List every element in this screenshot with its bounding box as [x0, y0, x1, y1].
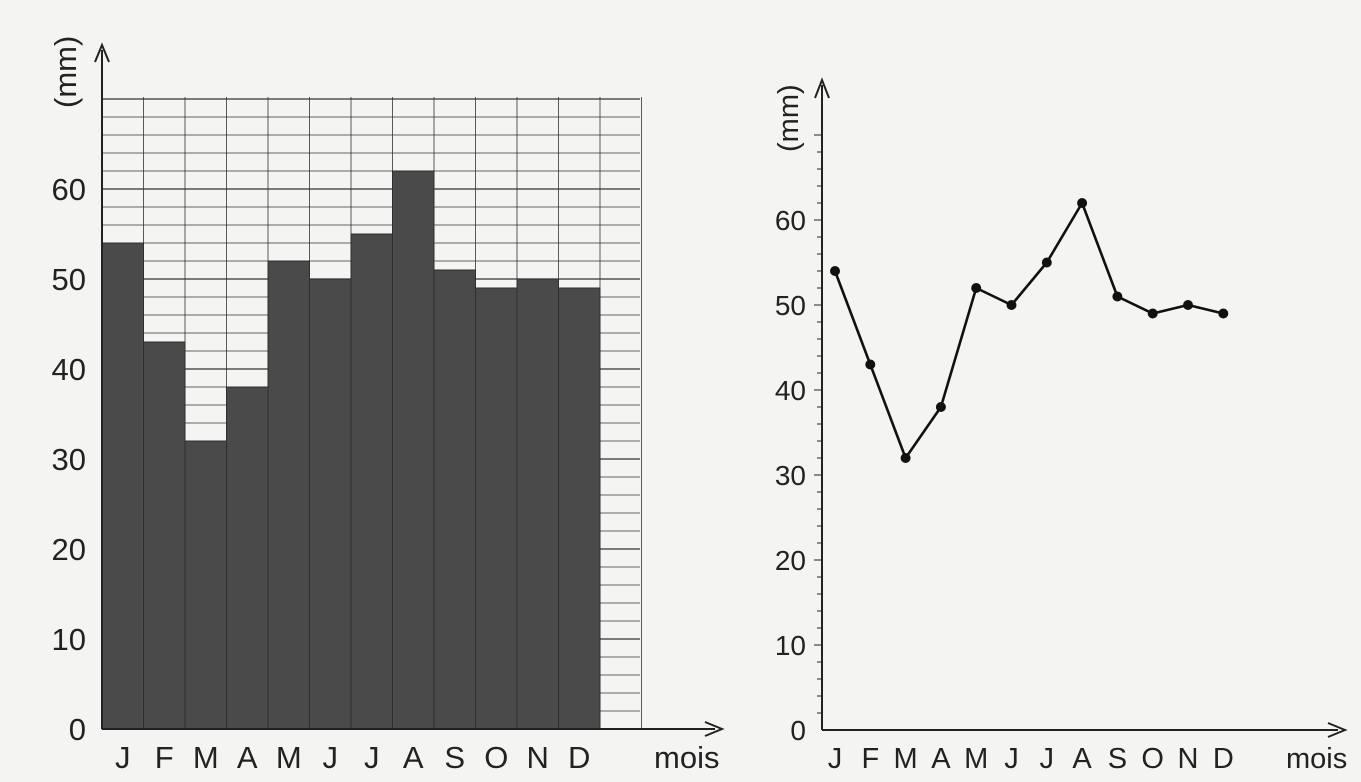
y-tick-label: 0 — [69, 712, 86, 747]
x-tick-label: J — [115, 740, 131, 775]
x-tick-label: M — [894, 743, 918, 775]
x-axis-arrow-icon — [704, 721, 725, 737]
y-tick-label: 20 — [52, 532, 86, 567]
x-tick-label: J — [1004, 743, 1019, 775]
x-tick-label: D — [1213, 743, 1234, 775]
data-point — [1041, 257, 1052, 268]
bar — [309, 278, 352, 730]
x-tick-label: A — [1072, 743, 1092, 775]
y-tick-label: 10 — [52, 622, 86, 657]
y-tick-label: 50 — [775, 290, 806, 321]
y-tick-label: 0 — [790, 715, 806, 746]
bar — [392, 170, 435, 730]
bar — [516, 278, 559, 730]
x-tick-label: D — [568, 740, 590, 775]
data-point — [830, 266, 840, 276]
y-axis-label: (mm) — [48, 36, 83, 108]
data-point — [1077, 198, 1088, 208]
data-point — [1147, 308, 1158, 319]
y-tick-label: 30 — [52, 442, 86, 477]
y-tick-label: 60 — [775, 205, 806, 236]
bar — [226, 386, 269, 730]
data-point — [935, 402, 946, 412]
y-axis-arrow-icon — [94, 42, 110, 63]
y-tick-label: 10 — [775, 630, 806, 661]
y-tick-label: 40 — [52, 352, 86, 387]
data-point — [1218, 308, 1229, 319]
x-tick-label: S — [444, 740, 465, 775]
x-tick-label: J — [323, 740, 339, 775]
x-tick-label: S — [1108, 743, 1127, 775]
y-tick-label: 20 — [775, 545, 806, 576]
series-line — [833, 201, 1224, 460]
x-tick-label: J — [1040, 743, 1055, 775]
x-tick-label: O — [1141, 743, 1164, 775]
y-axis-arrow-icon — [814, 77, 830, 99]
data-point — [900, 453, 911, 463]
bar — [143, 341, 186, 730]
data-point — [1112, 291, 1123, 302]
bar — [267, 260, 310, 730]
x-axis-label: mois — [1286, 743, 1347, 775]
x-tick-label: J — [828, 743, 843, 775]
x-axis-label: mois — [654, 740, 719, 775]
bar — [350, 233, 393, 730]
y-tick-label: 50 — [52, 262, 86, 297]
x-tick-label: M — [276, 740, 302, 775]
x-tick-label: M — [193, 740, 219, 775]
x-tick-label: N — [527, 740, 549, 775]
bar — [558, 287, 601, 730]
data-point — [1006, 300, 1017, 310]
x-tick-label: A — [931, 743, 951, 775]
y-axis-label: (mm) — [773, 84, 805, 152]
data-point — [865, 359, 876, 370]
x-tick-label: M — [964, 743, 988, 775]
bar — [101, 242, 144, 730]
bar — [475, 287, 518, 730]
x-tick-label: F — [861, 743, 879, 775]
data-point — [971, 283, 982, 293]
y-tick-label: 30 — [775, 460, 806, 491]
data-point — [1183, 300, 1193, 310]
bar — [433, 269, 476, 730]
x-tick-label: F — [155, 740, 174, 775]
x-tick-label: A — [237, 740, 258, 775]
x-tick-label: J — [364, 740, 380, 775]
y-tick-label: 60 — [52, 172, 86, 207]
x-tick-label: A — [403, 740, 424, 775]
x-tick-label: N — [1178, 743, 1199, 775]
x-tick-label: O — [484, 740, 508, 775]
x-axis-arrow-icon — [1327, 722, 1348, 738]
y-tick-label: 40 — [775, 375, 806, 406]
bar — [184, 440, 227, 730]
